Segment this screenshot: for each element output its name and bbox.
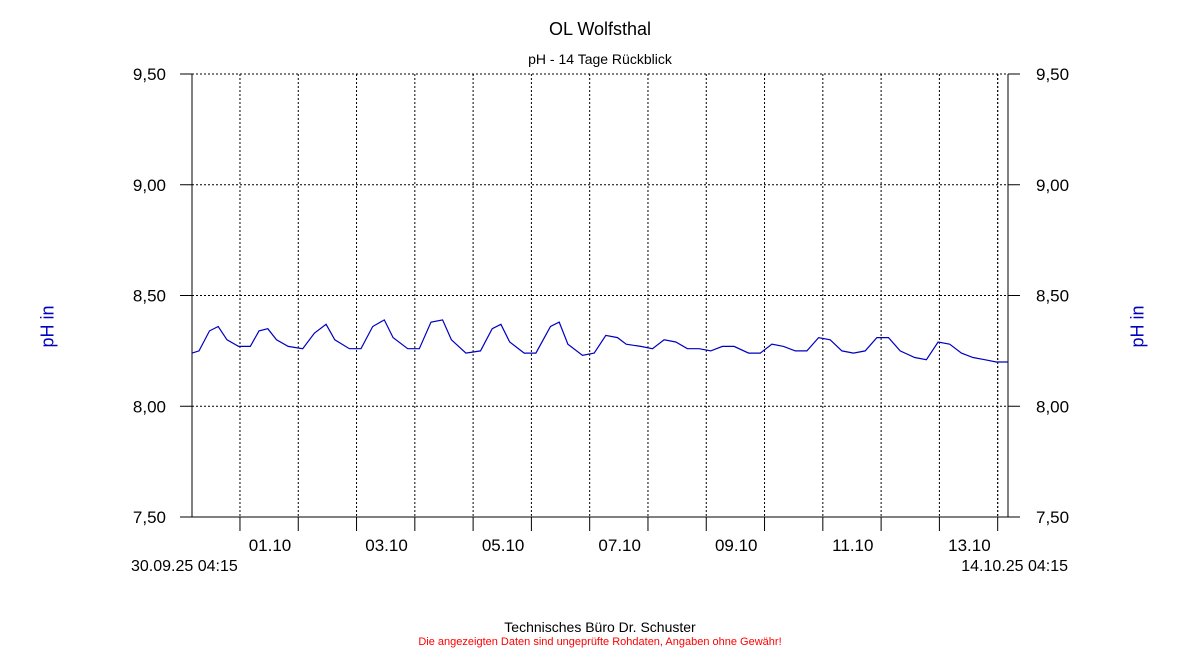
chart-title: OL Wolfsthal: [548, 19, 652, 39]
y-tick-label-right: 8,50: [1036, 287, 1069, 306]
footer-company: Technisches Büro Dr. Schuster: [504, 619, 696, 635]
chart-subtitle: pH - 14 Tage Rückblick: [528, 51, 672, 67]
y-tick-label-right: 8,00: [1036, 397, 1069, 416]
footer-disclaimer: Die angezeigten Daten sind ungeprüfte Ro…: [418, 636, 782, 648]
axes: [180, 73, 1020, 531]
x-start-label: 30.09.25 04:15: [131, 558, 238, 575]
y-tick-labels: 9,50 9,50 9,00 9,00 8,50 8,50 8,00 8,00 7,50 7,50: [133, 65, 1069, 527]
series-group: [191, 319, 1008, 363]
ph-series-line: [191, 319, 1008, 363]
y-tick-label-left: 7,50: [133, 508, 166, 527]
y-tick-label-right: 9,00: [1036, 176, 1069, 195]
x-tick-label: 11.10: [832, 536, 873, 555]
x-tick-label: 01.10: [249, 536, 292, 555]
x-tick-label: 03.10: [365, 536, 408, 555]
y-tick-label-right: 9,50: [1036, 65, 1069, 84]
y-tick-label-right: 7,50: [1036, 508, 1069, 527]
x-tick-label: 05.10: [482, 536, 525, 555]
grid-lines: [192, 73, 1008, 518]
x-tick-label: 09.10: [715, 536, 758, 555]
x-tick-label: 07.10: [598, 536, 641, 555]
y-tick-label-left: 9,50: [133, 65, 166, 84]
x-tick-labels: 01.10 03.10 05.10 07.10 09.10 11.10 13.10: [249, 536, 991, 555]
y-tick-label-left: 8,00: [133, 397, 166, 416]
x-end-label: 14.10.25 04:15: [961, 558, 1068, 575]
y-tick-label-left: 8,50: [133, 287, 166, 306]
y-tick-label-left: 9,00: [133, 176, 166, 195]
x-tick-label: 13.10: [948, 536, 991, 555]
